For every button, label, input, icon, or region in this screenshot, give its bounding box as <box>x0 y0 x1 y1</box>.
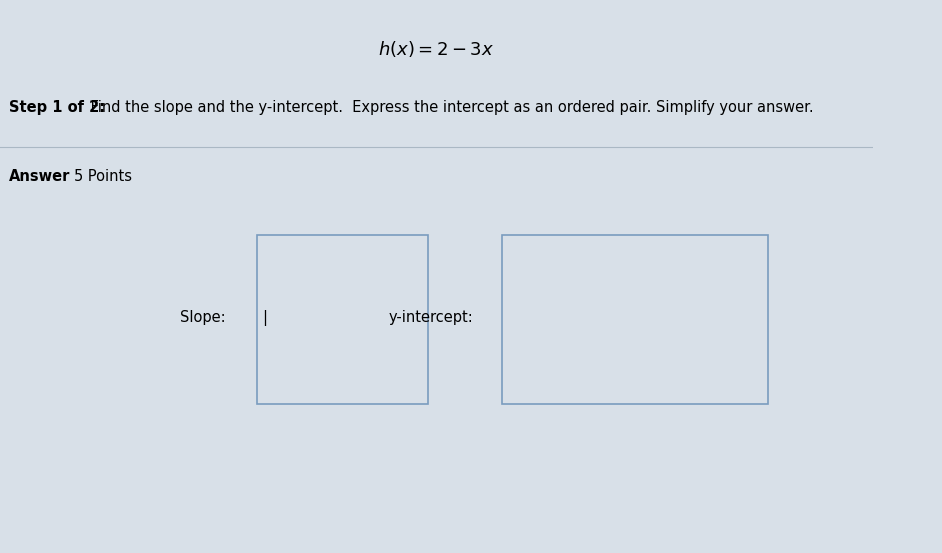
Text: Step 1 of 2:: Step 1 of 2: <box>8 100 105 114</box>
Text: |: | <box>262 310 267 326</box>
Text: Find the slope and the y-intercept.  Express the intercept as an ordered pair. S: Find the slope and the y-intercept. Expr… <box>86 100 813 114</box>
Text: y-intercept:: y-intercept: <box>388 310 473 326</box>
Text: Answer: Answer <box>8 169 70 184</box>
FancyBboxPatch shape <box>257 235 428 404</box>
Text: 5 Points: 5 Points <box>74 169 132 184</box>
FancyBboxPatch shape <box>502 235 768 404</box>
Text: Slope:: Slope: <box>180 310 225 326</box>
Text: $h(x) = 2 - 3x$: $h(x) = 2 - 3x$ <box>379 39 495 59</box>
